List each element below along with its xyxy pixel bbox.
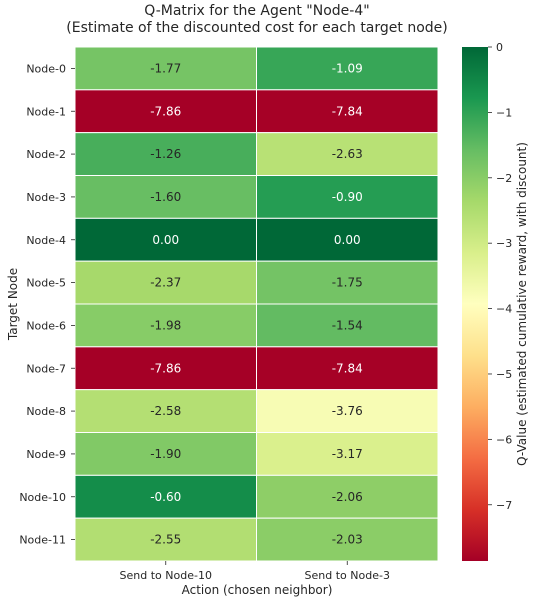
heatmap-cell-value: -1.09	[332, 61, 363, 75]
colorbar-tick-label: −3	[496, 237, 512, 250]
y-axis-ticks: Node-0 Node-1 Node-2 Node-3 Node-4 Node-5 Node…	[19, 62, 75, 547]
colorbar-ticks: 0 −1 −2 −3 −4 −5 −6 −7	[488, 41, 512, 512]
heatmap-cell	[74, 432, 257, 476]
colorbar-label: Q-Value (estimated cumulative reward, wi…	[515, 142, 529, 466]
heatmap-cell-value: -1.90	[150, 447, 181, 461]
heatmap-cell	[74, 89, 257, 134]
y-axis-label: Target Node	[6, 268, 20, 341]
heatmap-cell	[256, 175, 439, 219]
y-tick-label: Node-6	[26, 319, 66, 332]
heatmap-cell	[256, 89, 439, 134]
y-tick-label: Node-11	[19, 534, 66, 547]
heatmap-cells	[74, 46, 439, 562]
heatmap-cell-value: -3.17	[332, 447, 363, 461]
y-tick-label: Node-5	[26, 277, 66, 290]
heatmap-cell	[256, 46, 439, 91]
heatmap-cell-value: -7.84	[332, 361, 363, 375]
y-tick-label: Node-4	[26, 234, 66, 247]
heatmap-cell-value: -2.03	[332, 533, 363, 547]
y-tick-label: Node-7	[26, 362, 66, 375]
y-tick-label: Node-9	[26, 448, 66, 461]
heatmap-cell-value: -2.06	[332, 490, 363, 504]
heatmap-cell-value: -0.60	[150, 490, 181, 504]
heatmap-cell	[256, 474, 439, 519]
y-tick-label: Node-3	[26, 191, 66, 204]
chart-subtitle: (Estimate of the discounted cost for eac…	[66, 20, 447, 36]
heatmap-cell-value: -1.98	[150, 318, 181, 332]
heatmap-cell-value: -3.76	[332, 404, 363, 418]
x-tick-label: Send to Node-10	[120, 569, 212, 582]
y-tick-label: Node-1	[26, 105, 66, 118]
heatmap-cell-value: -1.77	[150, 61, 181, 75]
colorbar-tick-label: 0	[496, 41, 503, 54]
heatmap-cell	[256, 303, 439, 348]
heatmap-cell-value: -1.60	[150, 190, 181, 204]
heatmap-cell-value: 0.00	[334, 233, 361, 247]
heatmap-cell-value: -1.54	[332, 318, 363, 332]
heatmap-cell	[256, 260, 439, 305]
colorbar-tick-label: −1	[496, 106, 512, 119]
heatmap-cell-value: -7.86	[150, 361, 181, 375]
heatmap-cell	[256, 346, 439, 391]
heatmap-cell	[74, 46, 257, 91]
chart-title: Q-Matrix for the Agent "Node-4"	[144, 3, 369, 19]
heatmap-cell-labels: -1.77 -1.09 -7.86 -7.84 -1.26 -2.63 -1.60 -0.90…	[150, 61, 363, 546]
x-tick-label: Send to Node-3	[305, 569, 390, 582]
heatmap-cell-value: -7.86	[150, 104, 181, 118]
heatmap-cell	[256, 389, 439, 433]
heatmap-cell-value: -7.84	[332, 104, 363, 118]
heatmap-cell-value: -2.37	[150, 276, 181, 290]
colorbar-tick-label: −4	[496, 303, 512, 316]
heatmap-cell	[256, 517, 439, 562]
colorbar	[462, 47, 488, 561]
heatmap-cell-value: 0.00	[152, 233, 179, 247]
heatmap-cell	[256, 217, 439, 262]
x-axis-label: Action (chosen neighbor)	[182, 583, 333, 597]
heatmap-cell	[74, 517, 257, 562]
colorbar-tick-label: −6	[496, 433, 512, 446]
colorbar-tick-label: −5	[496, 368, 512, 381]
y-tick-label: Node-8	[26, 405, 66, 418]
heatmap-cell-value: -0.90	[332, 190, 363, 204]
colorbar-tick-label: −2	[496, 172, 512, 185]
heatmap-cell-value: -2.63	[332, 147, 363, 161]
colorbar-tick-label: −7	[496, 499, 512, 512]
heatmap-cell	[256, 132, 439, 177]
heatmap-cell	[256, 432, 439, 476]
heatmap-cell	[74, 474, 257, 519]
heatmap-cell-value: -2.58	[150, 404, 181, 418]
y-tick-label: Node-2	[26, 148, 66, 161]
y-tick-label: Node-0	[26, 62, 66, 75]
x-axis-ticks: Send to Node-10 Send to Node-3	[120, 561, 390, 582]
heatmap-cell-value: -1.26	[150, 147, 181, 161]
y-tick-label: Node-10	[19, 491, 66, 504]
heatmap-cell-value: -2.55	[150, 533, 181, 547]
heatmap-cell-value: -1.75	[332, 276, 363, 290]
